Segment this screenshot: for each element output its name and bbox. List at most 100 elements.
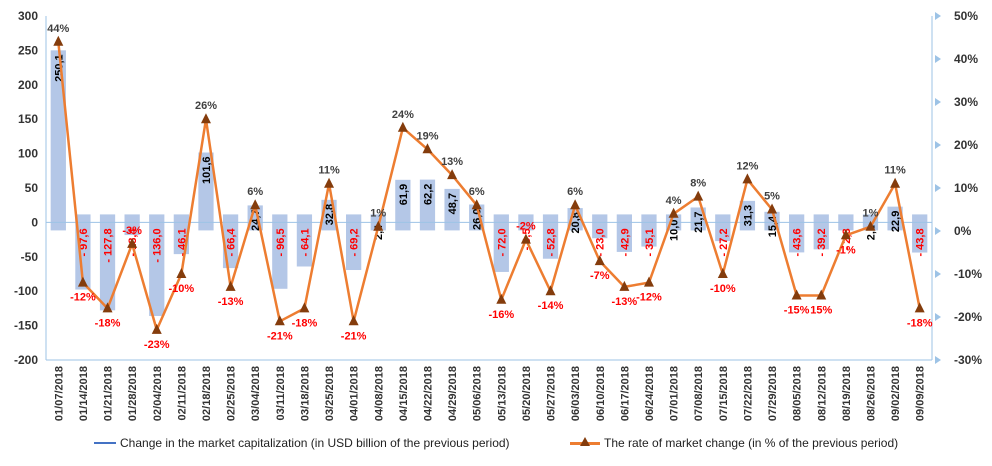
- x-tick-label-19: 05/20/2018: [521, 366, 533, 421]
- line-marker-18: [496, 293, 507, 304]
- y-right-tick-label-5: 20%: [954, 138, 978, 152]
- bar-31: [813, 214, 829, 250]
- y-right-tick-marker-4: [935, 184, 941, 192]
- bar-22: [592, 214, 608, 239]
- y-right-tick-marker-0: [935, 356, 941, 364]
- line-marker-30: [791, 289, 802, 300]
- bar-value-label-23: - 42,9: [619, 228, 631, 256]
- line-marker-19: [520, 233, 531, 244]
- y-right-tick-label-2: -10%: [954, 267, 982, 281]
- line-value-label-23: -13%: [612, 296, 638, 308]
- line-value-label-24: -12%: [636, 292, 662, 304]
- line-value-label-28: 12%: [736, 160, 758, 172]
- bar-value-label-24: - 35,1: [644, 228, 656, 256]
- bar-10: [296, 214, 313, 267]
- y-right-tick-marker-1: [935, 313, 941, 321]
- bar-value-label-20: - 52,8: [546, 228, 558, 256]
- bar-value-label-1: - 97,6: [78, 228, 90, 256]
- y-right-tick-label-0: -30%: [954, 353, 982, 367]
- bar-value-label-27: - 27,2: [718, 228, 730, 256]
- x-tick-label-11: 03/25/2018: [324, 366, 336, 421]
- line-marker-6: [200, 113, 211, 124]
- line-marker-13: [373, 220, 384, 231]
- x-tick-label-28: 07/22/2018: [742, 366, 754, 421]
- bar-27: [715, 214, 731, 242]
- y-right-tick-marker-5: [935, 141, 941, 149]
- x-tick-label-3: 01/28/2018: [127, 366, 139, 421]
- bar-15: [419, 179, 436, 231]
- bar-30: [789, 214, 805, 253]
- x-tick-label-26: 07/08/2018: [693, 366, 705, 421]
- y-left-tick-label-6: 100: [18, 147, 38, 161]
- bar-14: [395, 179, 411, 231]
- legend-item-bar-series: Change in the market capitalization (in …: [94, 436, 510, 450]
- bar-value-label-15: 62,2: [422, 184, 434, 205]
- y-left-tick-label-7: 150: [18, 112, 38, 126]
- y-right-tick-marker-7: [935, 55, 941, 63]
- line-value-label-2: -18%: [95, 317, 121, 329]
- y-left-tick-label-5: 50: [25, 181, 39, 195]
- x-tick-label-12: 04/01/2018: [349, 366, 361, 421]
- line-value-label-20: -14%: [538, 300, 564, 312]
- line-marker-12: [348, 315, 359, 326]
- line-marker-27: [717, 268, 728, 278]
- bar-0: [50, 50, 66, 231]
- bar-value-label-21: 20,8: [570, 212, 582, 233]
- y-left-tick-label-1: -150: [14, 319, 38, 333]
- line-value-label-9: -21%: [267, 330, 293, 342]
- bar-value-label-25: 10,0: [669, 220, 681, 241]
- bar-value-label-9: - 96,5: [275, 228, 287, 256]
- bar-value-label-22: - 23,0: [595, 228, 607, 256]
- line-value-label-31: 15%: [810, 305, 832, 317]
- legend-swatch-bar: [94, 442, 116, 444]
- y-right-tick-label-8: 50%: [954, 9, 978, 23]
- legend-item-line-series: The rate of market change (in % of the p…: [570, 436, 898, 450]
- line-marker-14: [397, 121, 408, 132]
- bar-16: [444, 188, 460, 231]
- bar-28: [739, 200, 756, 231]
- y-left-tick-label-8: 200: [18, 78, 38, 92]
- line-value-label-10: -18%: [292, 317, 318, 329]
- line-marker-4: [151, 323, 162, 334]
- bar-value-label-4: - 136,0: [152, 228, 164, 262]
- line-marker-33: [865, 220, 876, 231]
- line-value-label-6: 26%: [195, 100, 217, 112]
- line-marker-7: [225, 280, 236, 291]
- bar-4: [149, 214, 165, 316]
- bar-value-label-16: 48,7: [447, 193, 459, 214]
- x-tick-label-1: 01/14/2018: [78, 366, 90, 421]
- line-marker-0: [53, 35, 64, 46]
- line-value-label-13: 1%: [370, 208, 386, 220]
- line-marker-24: [643, 276, 654, 287]
- line-value-label-21: 6%: [567, 186, 583, 198]
- line-marker-32: [840, 229, 851, 240]
- y-left-tick-label-10: 300: [18, 9, 38, 23]
- line-value-label-15: 19%: [416, 130, 438, 142]
- bar-6: [198, 152, 214, 231]
- bar-34: [887, 206, 903, 231]
- bar-value-label-2: - 127,8: [103, 228, 115, 262]
- line-value-label-22: -7%: [590, 270, 610, 282]
- line-marker-26: [693, 190, 704, 201]
- bar-3: [124, 214, 140, 236]
- x-tick-label-30: 08/05/2018: [792, 366, 804, 421]
- line-value-label-1: -12%: [70, 292, 96, 304]
- line-value-label-11: 11%: [318, 165, 340, 177]
- bar-value-label-26: 21,7: [693, 211, 705, 232]
- x-tick-label-24: 06/24/2018: [644, 366, 656, 421]
- line-marker-35: [914, 302, 925, 313]
- x-tick-label-29: 07/29/2018: [767, 366, 779, 421]
- bar-23: [616, 214, 632, 252]
- line-marker-20: [545, 285, 556, 296]
- bar-20: [542, 214, 559, 259]
- line-value-label-32: -1%: [836, 244, 856, 256]
- x-tick-label-0: 01/07/2018: [53, 366, 65, 421]
- line-marker-15: [422, 143, 433, 154]
- line-marker-1: [77, 276, 88, 287]
- line-value-label-17: 6%: [469, 186, 485, 198]
- y-right-tick-marker-6: [935, 98, 941, 106]
- line-marker-29: [767, 203, 778, 214]
- line-value-label-30: -15%: [784, 305, 810, 317]
- x-tick-label-35: 09/09/2018: [915, 366, 927, 421]
